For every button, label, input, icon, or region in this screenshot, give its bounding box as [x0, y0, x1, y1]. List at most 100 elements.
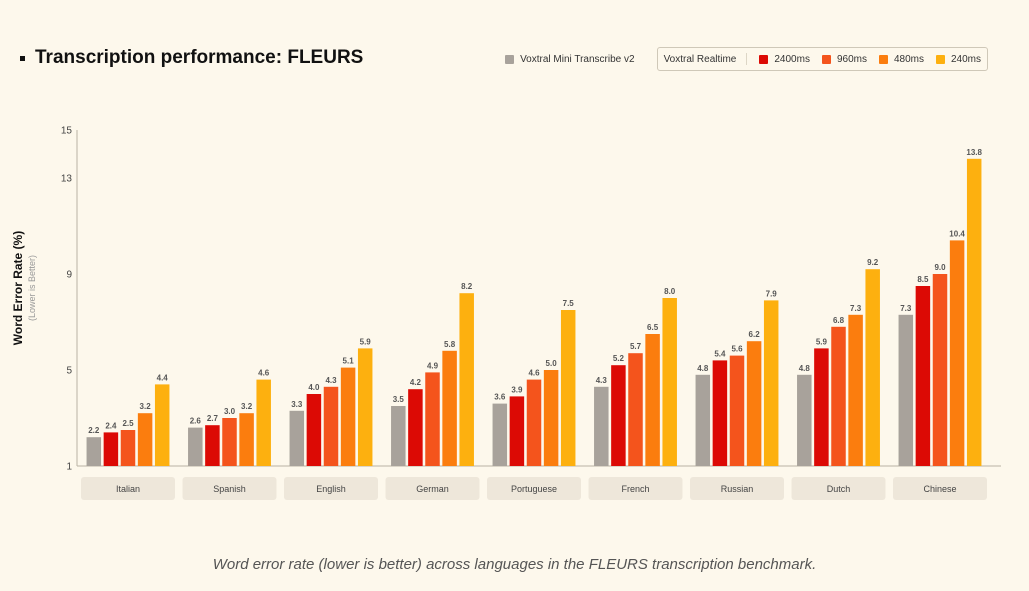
bar-french-3 [645, 334, 660, 466]
legend-item-2400ms[interactable]: 2400ms [759, 54, 810, 65]
data-label: 8.0 [664, 287, 676, 296]
bar-dutch-1 [814, 348, 829, 466]
legend-separator [746, 53, 748, 65]
data-label: 3.3 [291, 400, 303, 409]
data-label: 2.6 [190, 417, 202, 426]
bar-dutch-2 [831, 326, 846, 466]
bar-dutch-3 [848, 314, 863, 466]
legend-swatch-480ms [878, 54, 888, 64]
bar-portuguese-0 [492, 403, 508, 466]
legend-group-label: Voxtral Realtime [663, 53, 737, 65]
bar-chinese-3 [949, 240, 965, 466]
bar-portuguese-1 [509, 396, 525, 466]
legend-swatch-2400ms [759, 54, 769, 64]
data-label: 6.5 [647, 323, 659, 332]
data-label: 3.0 [224, 407, 236, 416]
data-label: 3.6 [494, 393, 506, 402]
category-pill [791, 477, 886, 500]
bar-english-0 [289, 410, 305, 466]
legend-label-960ms: 960ms [836, 53, 867, 65]
chart-title-wrap: Transcription performance: FLEURS [20, 47, 363, 69]
x-tick-label: Portuguese [511, 484, 557, 494]
bar-french-2 [628, 353, 643, 466]
data-label: 3.2 [140, 402, 152, 411]
legend-label-480ms: 480ms [893, 53, 924, 65]
bar-french-1 [611, 365, 626, 466]
bar-russian-4 [763, 300, 779, 466]
data-label: 5.4 [714, 349, 726, 358]
category-pill [284, 477, 378, 500]
legend-item-baseline[interactable]: Voxtral Mini Transcribe v2 [505, 54, 635, 65]
bar-german-1 [408, 389, 423, 466]
bar-english-3 [340, 367, 356, 466]
data-label: 4.0 [308, 383, 320, 392]
x-tick-label: Chinese [923, 484, 956, 494]
legend-item-240ms[interactable]: 240ms [935, 54, 981, 65]
legend-item-960ms[interactable]: 960ms [821, 53, 867, 65]
bar-english-4 [357, 348, 373, 466]
bar-english-1 [306, 394, 322, 466]
data-label: 5.6 [731, 345, 743, 354]
data-label: 8.5 [917, 275, 929, 284]
bar-italian-1 [103, 432, 119, 466]
bar-russian-2 [729, 355, 745, 466]
chart-title: Transcription performance: FLEURS [35, 47, 364, 68]
chart-caption: Word error rate (lower is better) across… [212, 556, 817, 573]
data-label: 9.0 [934, 263, 946, 272]
data-label: 4.4 [157, 373, 169, 382]
y-tick-label: 15 [61, 126, 73, 137]
data-label: 7.3 [850, 304, 862, 313]
x-tick-label: Spanish [213, 484, 246, 494]
bar-spanish-0 [188, 427, 203, 466]
data-label: 7.9 [766, 289, 778, 298]
data-label: 3.2 [241, 402, 253, 411]
x-tick-label: French [621, 484, 649, 494]
bar-english-2 [323, 386, 339, 466]
bar-italian-2 [120, 430, 136, 466]
data-label: 4.6 [528, 369, 540, 378]
legend-label-2400ms: 2400ms [774, 53, 810, 65]
y-axis-title: Word Error Rate (%) [11, 231, 25, 345]
data-label: 10.4 [949, 229, 965, 238]
data-label: 7.3 [900, 304, 912, 313]
bar-italian-3 [137, 413, 153, 466]
x-tick-label: Dutch [827, 484, 851, 494]
bar-russian-1 [712, 360, 728, 466]
data-label: 6.2 [749, 330, 761, 339]
data-label: 8.2 [461, 282, 473, 291]
data-label: 6.8 [833, 316, 845, 325]
bar-dutch-4 [865, 269, 880, 466]
data-label: 4.8 [697, 364, 709, 373]
bar-russian-3 [746, 341, 762, 466]
data-label: 5.9 [816, 337, 828, 346]
data-label: 4.8 [799, 364, 811, 373]
x-tick-label: English [316, 484, 346, 494]
bar-german-2 [425, 372, 440, 466]
data-label: 3.9 [511, 385, 523, 394]
x-tick-label: German [416, 484, 449, 494]
bar-dutch-0 [797, 374, 812, 466]
data-label: 7.5 [563, 299, 575, 308]
data-label: 5.8 [444, 340, 456, 349]
category-pill [487, 477, 581, 500]
bar-french-0 [594, 386, 609, 466]
data-label: 5.9 [360, 337, 372, 346]
category-pill [81, 477, 175, 500]
bar-portuguese-2 [526, 379, 542, 466]
bar-chinese-2 [932, 274, 948, 466]
category-pill [182, 477, 277, 500]
legend-item-480ms[interactable]: 480ms [878, 53, 924, 65]
data-label: 4.2 [410, 378, 422, 387]
bar-russian-0 [695, 374, 711, 466]
bar-spanish-1 [205, 425, 220, 466]
x-tick-label: Italian [116, 484, 140, 494]
data-label: 5.2 [613, 354, 625, 363]
bar-chinese-1 [915, 286, 931, 466]
y-tick-label: 5 [66, 366, 72, 377]
y-axis-subtitle: (Lower is Better) [27, 255, 37, 321]
data-label: 13.8 [966, 148, 982, 157]
legend-swatch-960ms [821, 54, 831, 64]
bar-italian-0 [86, 437, 102, 466]
data-label: 5.0 [546, 359, 558, 368]
